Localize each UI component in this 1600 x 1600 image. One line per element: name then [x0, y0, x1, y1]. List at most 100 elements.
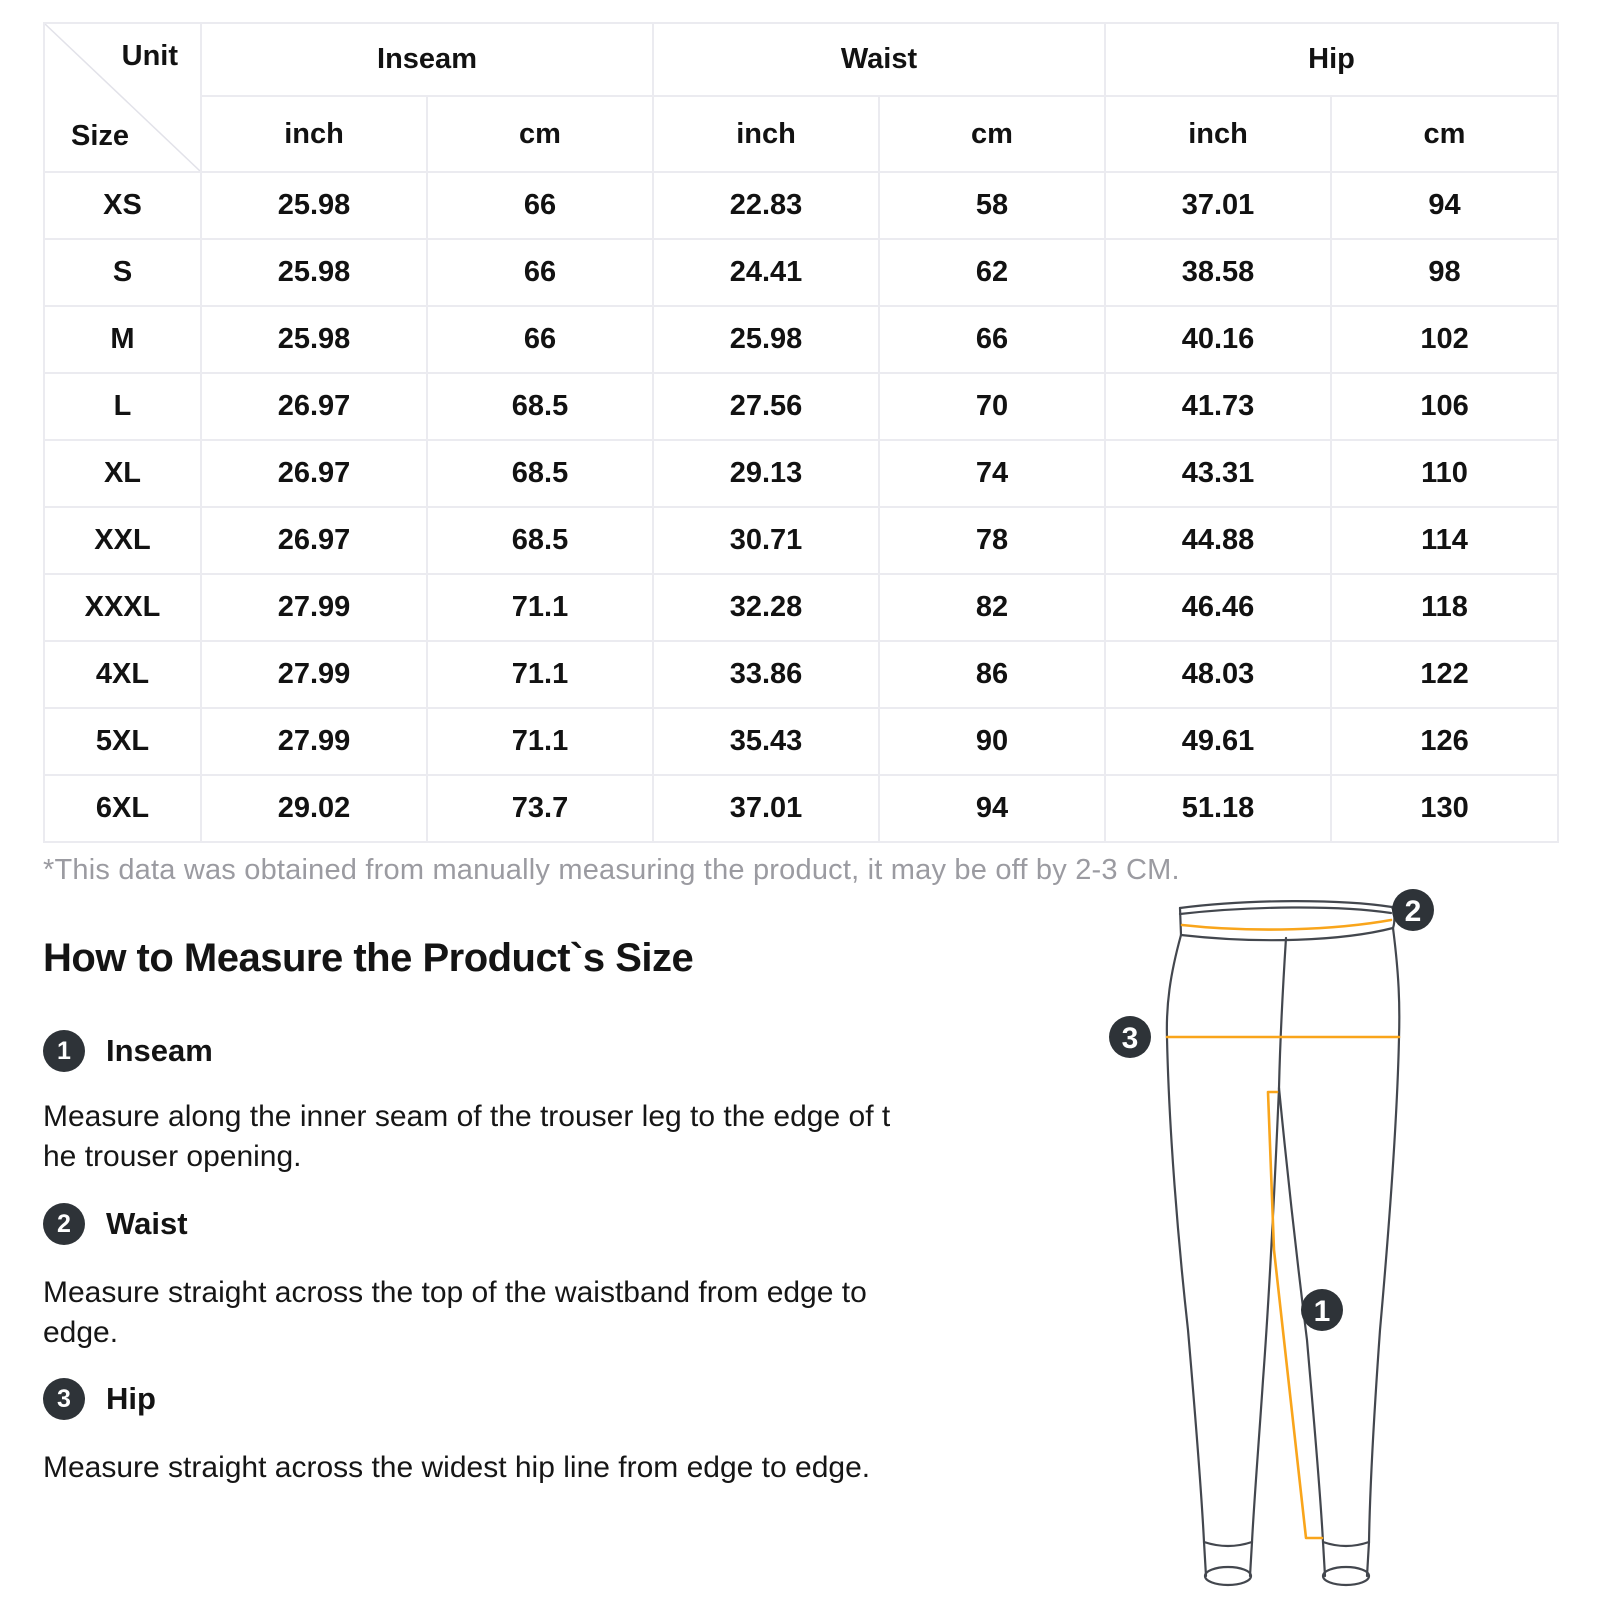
measurement-lines — [1165, 918, 1401, 1540]
size-cell: 4XL — [43, 640, 202, 709]
value-cell: 66 — [425, 238, 655, 307]
step-hip: 3 Hip — [43, 1378, 156, 1420]
value-cell: 38.58 — [1104, 238, 1333, 307]
step-1-title: Inseam — [106, 1033, 213, 1068]
value-cell: 44.88 — [1104, 506, 1333, 575]
value-cell: 68.5 — [425, 506, 655, 575]
value-cell: 41.73 — [1104, 372, 1333, 441]
value-cell: 29.13 — [652, 439, 881, 508]
size-cell: XXL — [43, 506, 202, 575]
step-waist: 2 Waist — [43, 1203, 188, 1245]
corner-diagonal-line — [45, 24, 200, 171]
value-cell: 73.7 — [425, 774, 655, 843]
value-cell: 66 — [878, 305, 1107, 374]
size-cell: XS — [43, 171, 202, 240]
value-cell: 27.99 — [200, 573, 428, 642]
value-cell: 82 — [878, 573, 1107, 642]
unit-header: cm — [1330, 95, 1560, 173]
value-cell: 25.98 — [652, 305, 881, 374]
value-cell: 58 — [878, 171, 1107, 240]
value-cell: 71.1 — [425, 707, 655, 776]
table-row: 5XL 27.99 71.1 35.43 90 49.61 126 — [43, 707, 1560, 776]
size-chart-table: Unit Size Inseam Waist Hip inch cm inch … — [43, 22, 1560, 843]
value-cell: 62 — [878, 238, 1107, 307]
value-cell: 49.61 — [1104, 707, 1333, 776]
table-row: S 25.98 66 24.41 62 38.58 98 — [43, 238, 1560, 307]
corner-cell: Unit Size — [43, 22, 202, 173]
svg-text:3: 3 — [1122, 1022, 1139, 1055]
col-header-hip: Hip — [1104, 22, 1560, 97]
step-1-description: Measure along the inner seam of the trou… — [43, 1100, 891, 1173]
step-2-title: Waist — [106, 1206, 188, 1241]
corner-size-label: Size — [71, 120, 130, 152]
measurement-disclaimer: *This data was obtained from manually me… — [43, 854, 1180, 886]
value-cell: 48.03 — [1104, 640, 1333, 709]
value-cell: 74 — [878, 439, 1107, 508]
corner-unit-label: Unit — [121, 40, 178, 72]
value-cell: 68.5 — [425, 372, 655, 441]
value-cell: 114 — [1330, 506, 1560, 575]
value-cell: 22.83 — [652, 171, 881, 240]
unit-header: inch — [652, 95, 881, 173]
table-row: XXL 26.97 68.5 30.71 78 44.88 114 — [43, 506, 1560, 575]
value-cell: 66 — [425, 171, 655, 240]
value-cell: 27.99 — [200, 640, 428, 709]
size-cell: 5XL — [43, 707, 202, 776]
value-cell: 25.98 — [200, 171, 428, 240]
value-cell: 46.46 — [1104, 573, 1333, 642]
value-cell: 37.01 — [1104, 171, 1333, 240]
value-cell: 110 — [1330, 439, 1560, 508]
value-cell: 118 — [1330, 573, 1560, 642]
size-cell: XXXL — [43, 573, 202, 642]
value-cell: 24.41 — [652, 238, 881, 307]
value-cell: 32.28 — [652, 573, 881, 642]
table-row: XS 25.98 66 22.83 58 37.01 94 — [43, 171, 1560, 240]
size-cell: S — [43, 238, 202, 307]
value-cell: 25.98 — [200, 305, 428, 374]
table-row: M 25.98 66 25.98 66 40.16 102 — [43, 305, 1560, 374]
size-cell: L — [43, 372, 202, 441]
value-cell: 94 — [878, 774, 1107, 843]
value-cell: 37.01 — [652, 774, 881, 843]
trousers-diagram: 1 2 3 — [1109, 889, 1434, 1587]
value-cell: 78 — [878, 506, 1107, 575]
value-cell: 126 — [1330, 707, 1560, 776]
step-3-badge: 3 — [43, 1378, 85, 1420]
value-cell: 130 — [1330, 774, 1560, 843]
value-cell: 98 — [1330, 238, 1560, 307]
table-row: 4XL 27.99 71.1 33.86 86 48.03 122 — [43, 640, 1560, 709]
svg-text:1: 1 — [1314, 1295, 1331, 1328]
col-header-waist: Waist — [652, 22, 1107, 97]
step-3-description: Measure straight across the widest hip l… — [43, 1451, 871, 1484]
trousers-outline — [1165, 900, 1401, 1587]
value-cell: 40.16 — [1104, 305, 1333, 374]
value-cell: 27.99 — [200, 707, 428, 776]
size-cell: 6XL — [43, 774, 202, 843]
value-cell: 68.5 — [425, 439, 655, 508]
value-cell: 122 — [1330, 640, 1560, 709]
size-cell: M — [43, 305, 202, 374]
value-cell: 71.1 — [425, 640, 655, 709]
step-3-title: Hip — [106, 1381, 156, 1416]
step-1-badge: 1 — [43, 1030, 85, 1072]
value-cell: 71.1 — [425, 573, 655, 642]
value-cell: 33.86 — [652, 640, 881, 709]
value-cell: 29.02 — [200, 774, 428, 843]
value-cell: 90 — [878, 707, 1107, 776]
diagram-badges: 1 2 3 — [1109, 889, 1434, 1331]
table-row: XXXL 27.99 71.1 32.28 82 46.46 118 — [43, 573, 1560, 642]
col-header-inseam: Inseam — [199, 22, 655, 97]
value-cell: 30.71 — [652, 506, 881, 575]
waist-measure-line — [1180, 918, 1393, 931]
table-header-row-units: inch cm inch cm inch cm — [44, 95, 1560, 173]
value-cell: 51.18 — [1104, 774, 1333, 843]
value-cell: 43.31 — [1104, 439, 1333, 508]
size-cell: XL — [43, 439, 202, 508]
inseam-measure-line — [1266, 1090, 1324, 1540]
table-row: L 26.97 68.5 27.56 70 41.73 106 — [43, 372, 1560, 441]
svg-text:2: 2 — [1405, 895, 1422, 928]
value-cell: 26.97 — [200, 372, 428, 441]
diagram-step-1-badge — [1301, 1289, 1343, 1331]
value-cell: 35.43 — [652, 707, 881, 776]
unit-header: inch — [200, 95, 428, 173]
